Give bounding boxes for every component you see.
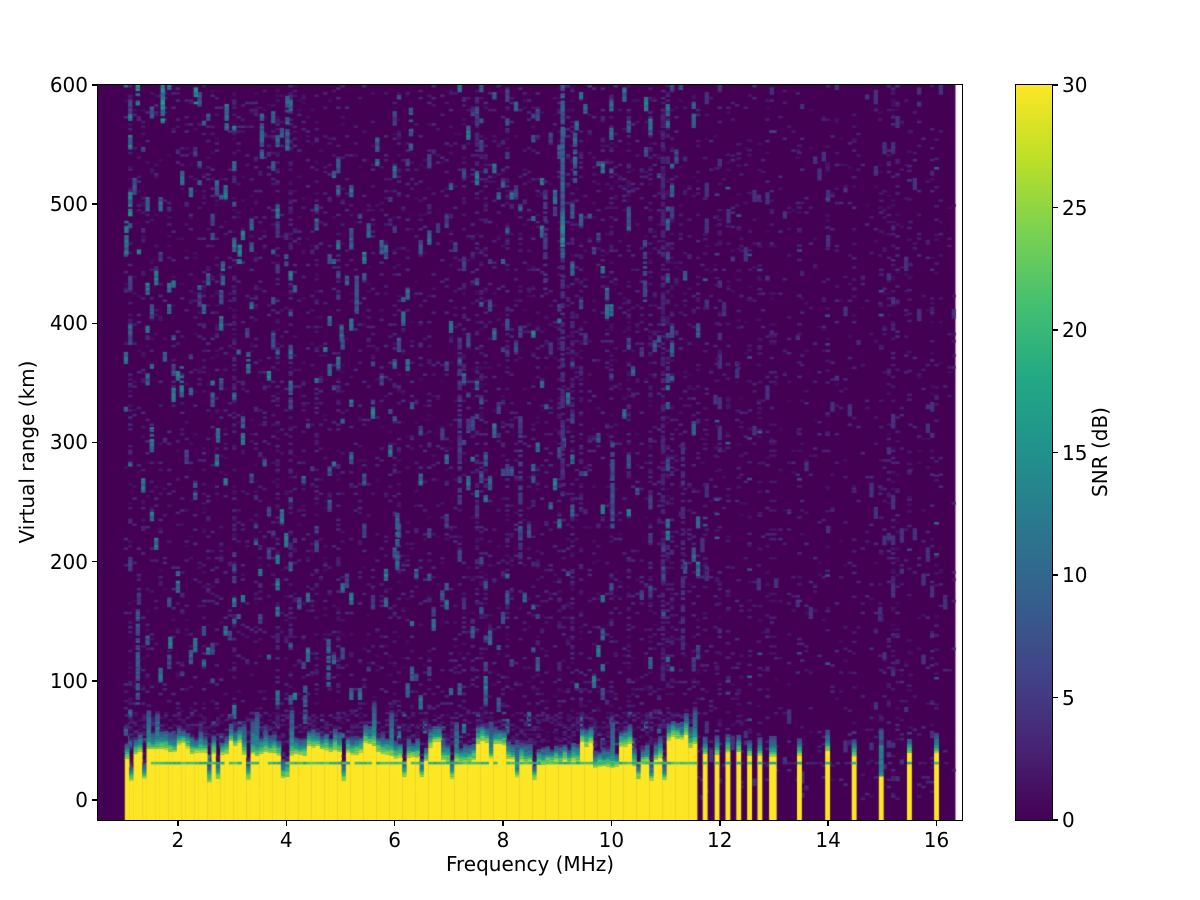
y-tick-label: 200 bbox=[49, 549, 88, 574]
x-tick-label: 16 bbox=[923, 828, 950, 852]
x-tick-label: 4 bbox=[279, 828, 293, 852]
y-tick-label: 600 bbox=[49, 73, 88, 97]
y-tick-mark bbox=[92, 441, 97, 444]
y-tick-mark bbox=[92, 799, 97, 801]
plot-frame bbox=[97, 84, 963, 821]
x-tick-mark bbox=[935, 821, 938, 826]
x-tick-mark bbox=[827, 821, 829, 826]
x-tick-label: 6 bbox=[388, 828, 402, 852]
y-tick-label: 0 bbox=[75, 787, 88, 812]
x-tick-mark bbox=[610, 821, 613, 826]
colorbar-tick-label: 0 bbox=[1062, 808, 1075, 832]
x-tick-mark bbox=[177, 821, 179, 826]
colorbar-tick-label: 10 bbox=[1062, 563, 1088, 587]
y-tick-mark bbox=[92, 322, 97, 325]
x-tick-label: 14 bbox=[815, 828, 841, 852]
y-tick-mark bbox=[92, 203, 97, 205]
y-tick-label: 400 bbox=[49, 311, 88, 336]
colorbar-label: SNR (dB) bbox=[1088, 407, 1112, 497]
y-tick-mark bbox=[92, 84, 97, 86]
x-tick-label: 12 bbox=[707, 828, 733, 852]
colorbar-tick-label: 15 bbox=[1062, 440, 1088, 465]
colorbar-gradient bbox=[1016, 85, 1052, 820]
colorbar-tick-mark bbox=[1053, 451, 1058, 454]
x-tick-mark bbox=[285, 821, 288, 826]
x-tick-label: 8 bbox=[496, 828, 510, 852]
colorbar-tick-mark bbox=[1053, 696, 1058, 699]
colorbar-tick-mark bbox=[1053, 84, 1058, 86]
x-tick-mark bbox=[393, 821, 396, 826]
x-tick-label: 2 bbox=[171, 828, 185, 852]
colorbar-tick-mark bbox=[1053, 329, 1058, 331]
colorbar-tick-label: 5 bbox=[1062, 685, 1075, 710]
y-tick-mark bbox=[92, 560, 97, 563]
colorbar bbox=[1015, 84, 1053, 821]
colorbar-tick-mark bbox=[1053, 819, 1058, 821]
colorbar-tick-label: 20 bbox=[1062, 318, 1088, 342]
colorbar-tick-label: 25 bbox=[1062, 195, 1088, 220]
x-tick-mark bbox=[502, 821, 504, 826]
colorbar-tick-label: 30 bbox=[1062, 73, 1088, 97]
y-tick-label: 300 bbox=[49, 430, 88, 455]
colorbar-tick-mark bbox=[1053, 574, 1058, 576]
x-tick-mark bbox=[719, 821, 721, 826]
colorbar-tick-mark bbox=[1053, 206, 1058, 209]
y-tick-label: 500 bbox=[49, 192, 88, 217]
y-tick-label: 100 bbox=[49, 668, 88, 693]
x-axis-label: Frequency (MHz) bbox=[445, 852, 615, 876]
y-tick-mark bbox=[92, 680, 97, 682]
x-tick-label: 10 bbox=[598, 828, 625, 852]
heatmap-canvas bbox=[98, 85, 962, 820]
